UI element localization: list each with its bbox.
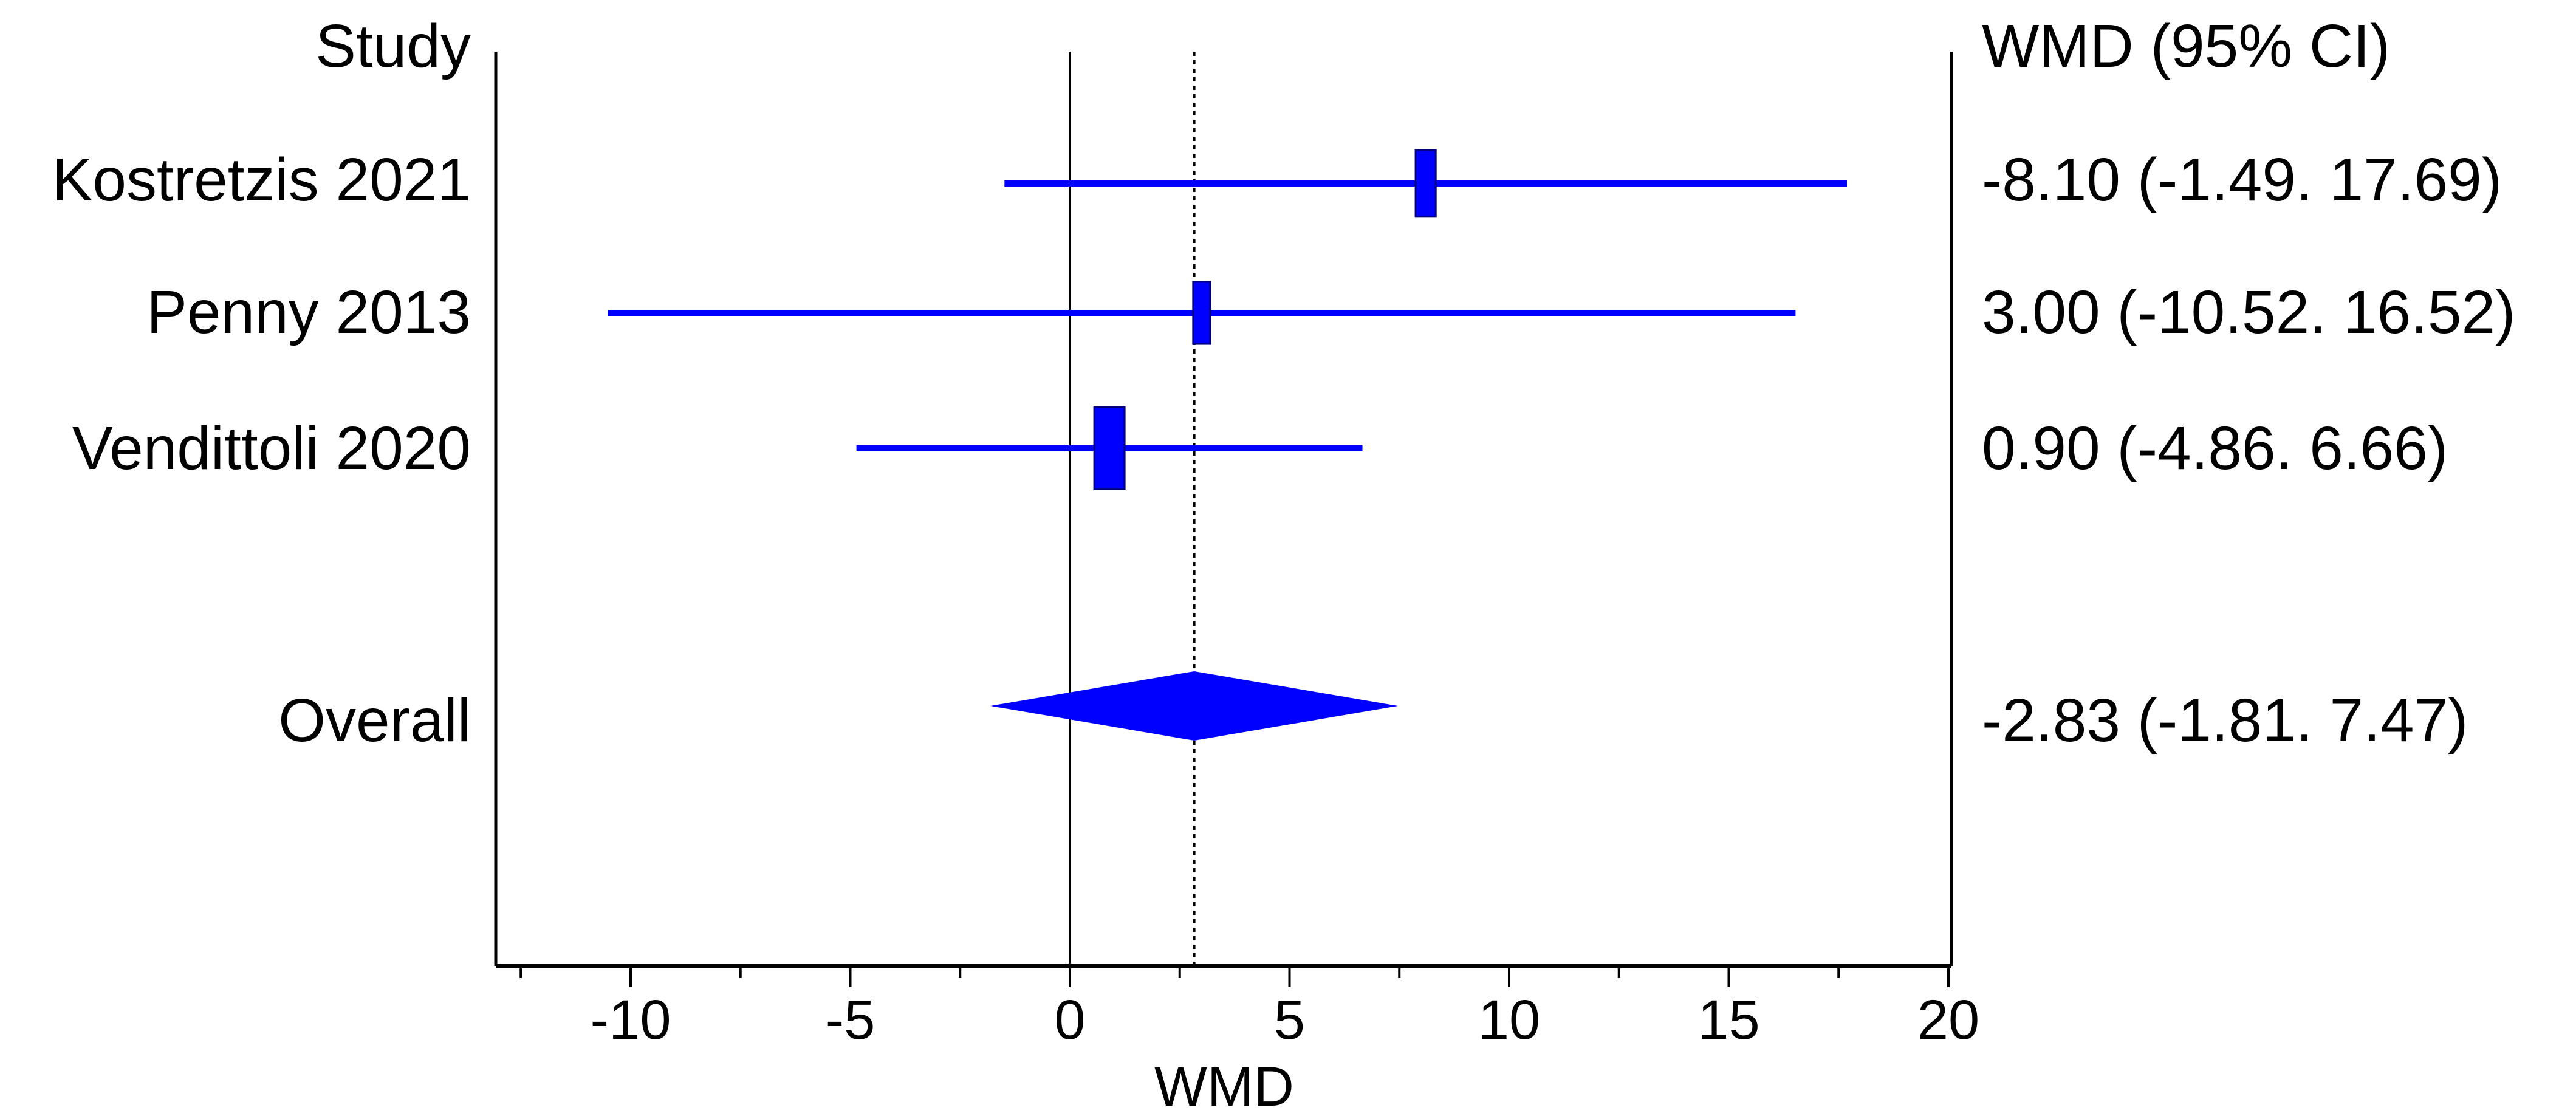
study-row: Penny 2013 3.00 (-10.52. 16.52) <box>146 278 2515 346</box>
overall-label: Overall <box>278 686 471 755</box>
x-tick-label: 20 <box>1917 989 1979 1051</box>
x-tick-label: 5 <box>1274 989 1305 1051</box>
study-row: Kostretzis 2021 -8.10 (-1.49. 17.69) <box>52 146 2502 218</box>
study-estimate-box <box>1093 406 1126 490</box>
study-name: Kostretzis 2021 <box>52 146 471 214</box>
study-effect-text: 3.00 (-10.52. 16.52) <box>1982 278 2515 346</box>
x-tick-label: 10 <box>1478 989 1540 1051</box>
x-axis-ticks: -10 -5 0 5 10 15 20 <box>519 966 1979 1051</box>
x-tick-label: -5 <box>826 989 875 1051</box>
x-tick-label: -10 <box>591 989 671 1051</box>
x-axis-title: WMD <box>1154 1056 1294 1116</box>
study-row: Vendittoli 2020 0.90 (-4.86. 6.66) <box>72 406 2448 490</box>
study-estimate-box <box>1414 149 1437 218</box>
study-column-header: Study <box>315 12 471 80</box>
overall-diamond <box>990 671 1399 741</box>
study-effect-text: 0.90 (-4.86. 6.66) <box>1982 414 2448 482</box>
study-name: Penny 2013 <box>146 278 471 346</box>
study-name: Vendittoli 2020 <box>72 414 471 482</box>
study-estimate-box <box>1192 281 1211 345</box>
overall-row: Overall -2.83 (-1.81. 7.47) <box>278 671 2468 755</box>
effect-column-header: WMD (95% CI) <box>1982 12 2390 80</box>
x-tick-label: 15 <box>1697 989 1759 1051</box>
overall-effect-text: -2.83 (-1.81. 7.47) <box>1982 686 2468 755</box>
study-effect-text: -8.10 (-1.49. 17.69) <box>1982 146 2502 214</box>
x-tick-label: 0 <box>1054 989 1085 1051</box>
